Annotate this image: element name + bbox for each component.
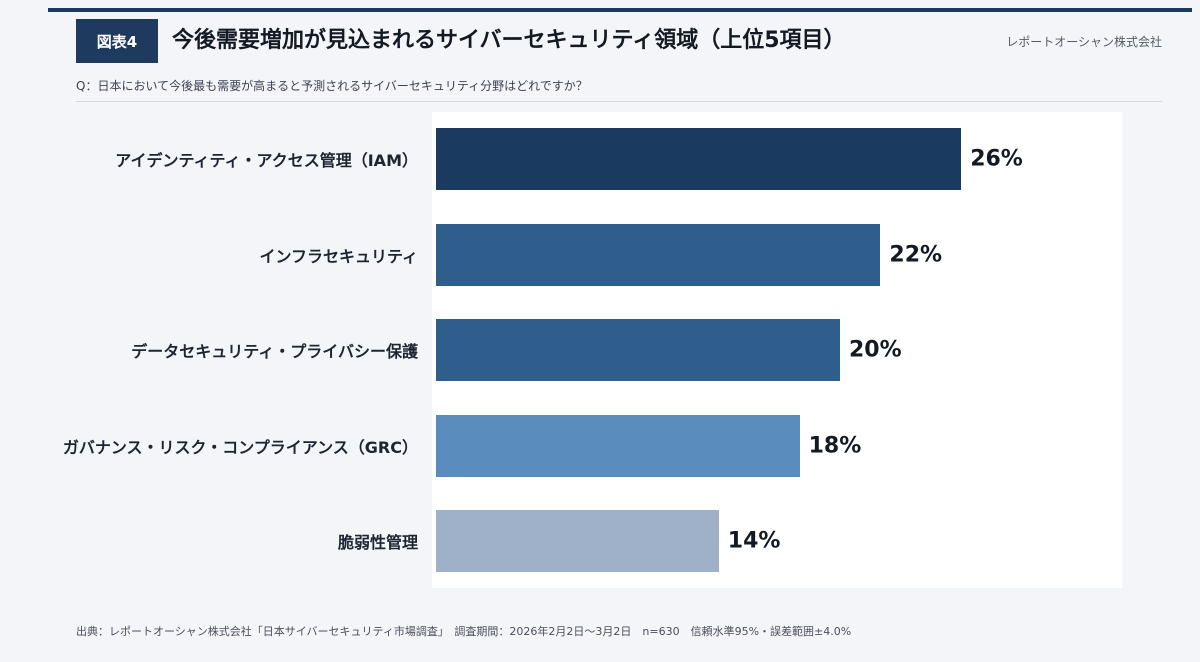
category-label-2: インフラセキュリティ [259,246,418,266]
top-rule [48,8,1192,12]
header-divider [76,101,1162,102]
value-label-5: 14% [727,528,781,554]
bar-2 [436,223,881,286]
bar-5 [436,510,719,572]
value-label-1: 26% [970,146,1023,172]
value-label-3: 20% [849,337,902,363]
category-label-5: 脆弱性管理 [337,533,418,552]
source-note: 出典：レポートオーシャン株式会社「日本サイバーセキュリティ市場調査」 調査期間：… [76,625,852,638]
bar-1 [436,128,962,190]
category-label-1: アイデンティティ・アクセス管理（IAM） [115,151,418,170]
bar-3 [436,319,840,381]
value-label-2: 22% [889,242,943,267]
figure-badge: 図表4 [76,19,158,63]
category-label-3: データセキュリティ・プライバシー保護 [131,342,418,361]
survey-question: Q：日本において今後最も需要が高まると予測されるサイバーセキュリティ分野はどれで… [76,79,588,93]
bar-4 [436,414,800,477]
chart-title: 今後需要増加が見込まれるサイバーセキュリティ領域（上位5項目） [172,28,846,53]
company-name: レポートオーシャン株式会社 [1006,35,1162,49]
value-label-4: 18% [808,433,862,458]
category-label-4: ガバナンス・リスク・コンプライアンス（GRC） [62,437,418,457]
